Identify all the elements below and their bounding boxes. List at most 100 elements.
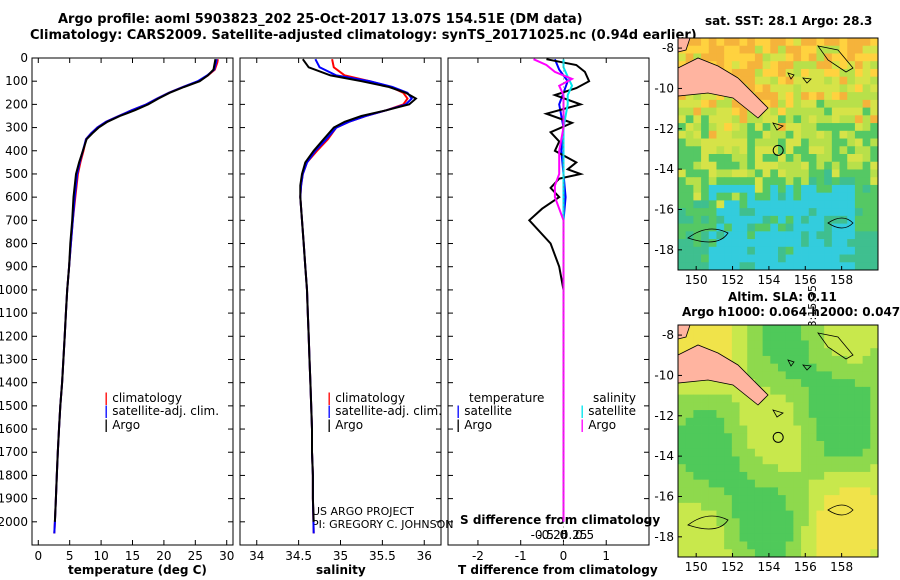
- map-x-tick-label: 156: [794, 273, 817, 287]
- map-y-tick-label: -8: [662, 41, 674, 55]
- difference-xlabel-top: S difference from climatology: [460, 513, 661, 527]
- top-x-tick-label: -0.5: [531, 528, 554, 542]
- x-tick-label: -1: [515, 549, 527, 563]
- diff-legend-temp-satellite: | satellite: [456, 404, 513, 418]
- depth-tick-label: 1500: [0, 399, 28, 413]
- map-y-tick-label: -16: [654, 489, 674, 503]
- map-frame-map_sst: [677, 37, 879, 271]
- depth-tick-label: 1600: [0, 422, 28, 436]
- depth-tick-label: 700: [5, 213, 28, 227]
- x-tick-label: 35: [333, 549, 348, 563]
- x-tick-label: 1: [602, 549, 610, 563]
- x-tick-label: 15: [125, 549, 140, 563]
- map-group-map_sla: [677, 324, 879, 558]
- depth-tick-label: 1700: [0, 445, 28, 459]
- temp-legend-satellite: | satellite-adj. clim.: [104, 404, 220, 418]
- panel-frame-difference: [447, 57, 650, 546]
- sst-map-title: sat. SST: 28.1 Argo: 28.3: [705, 14, 873, 28]
- map-x-tick-label: 154: [757, 273, 780, 287]
- map-y-tick-label: -18: [654, 243, 674, 257]
- map-x-tick-label: 156: [794, 560, 817, 574]
- depth-tick-label: 200: [5, 97, 28, 111]
- x-tick-label: 34.5: [285, 549, 312, 563]
- map-y-tick-label: -16: [654, 202, 674, 216]
- reef-outline: [772, 72, 812, 131]
- x-tick-label: 35.5: [369, 549, 396, 563]
- map-y-tick-label: -18: [654, 530, 674, 544]
- x-tick-label: -2: [472, 549, 484, 563]
- sal-legend-argo: | Argo: [327, 418, 364, 432]
- sal-legend-satellite: | satellite-adj. clim.: [327, 404, 443, 418]
- depth-tick-label: 600: [5, 190, 28, 204]
- series-line-temperature-argo: [53, 59, 217, 522]
- land-png: [677, 57, 769, 119]
- depth-tick-label: 1900: [0, 492, 28, 506]
- sal-legend-climatology: | climatology: [327, 391, 405, 405]
- series-line-temperature-climatology: [53, 59, 219, 534]
- x-tick-label: 20: [156, 549, 171, 563]
- depth-tick-label: 100: [5, 74, 28, 88]
- map-frame-map_sla: [677, 324, 879, 558]
- depth-tick-label: 2000: [0, 515, 28, 529]
- x-tick-label: 30: [219, 549, 234, 563]
- x-tick-label: 25: [188, 549, 203, 563]
- pi-credit: PI: GREGORY C. JOHNSON: [312, 518, 454, 531]
- map-x-tick-label: 150: [685, 273, 708, 287]
- map-y-tick-label: -10: [654, 368, 674, 382]
- depth-tick-label: 800: [5, 237, 28, 251]
- sla-map-title: Altim. SLA: 0.11: [728, 290, 837, 304]
- depth-tick-label: 900: [5, 260, 28, 274]
- depth-tick-label: 1100: [0, 306, 28, 320]
- series-line-difference-salinity-satellite: [562, 59, 574, 522]
- depth-tick-label: 1300: [0, 352, 28, 366]
- map-y-tick-label: -12: [654, 122, 674, 136]
- panel-frame-temperature: [31, 57, 234, 546]
- x-tick-label: 0: [34, 549, 42, 563]
- islands-outline: [817, 332, 854, 360]
- salinity-xlabel: salinity: [316, 563, 366, 577]
- depth-tick-label: 1400: [0, 376, 28, 390]
- map-x-tick-label: 158: [830, 560, 853, 574]
- depth-tick-label: 500: [5, 167, 28, 181]
- reef-outline: [772, 359, 812, 418]
- x-tick-label: 36: [417, 549, 432, 563]
- project-credit: US ARGO PROJECT: [312, 505, 414, 518]
- series-line-salinity-satellite-adj-clim-: [299, 58, 414, 534]
- profile-location-marker: [772, 431, 784, 443]
- plot-title-line1: Argo profile: aoml 5903823_202 25-Oct-20…: [58, 12, 583, 27]
- x-tick-label: 10: [93, 549, 108, 563]
- diff-legend-temp-argo: | Argo: [456, 418, 493, 432]
- map-y-tick-label: -8: [662, 328, 674, 342]
- reef-outline-south: [687, 217, 854, 243]
- series-line-temperature-satellite-adj-clim-: [53, 58, 218, 534]
- x-tick-label: 34: [249, 549, 264, 563]
- temperature-xlabel: temperature (deg C): [68, 563, 207, 577]
- top-x-tick-label: 0.5: [575, 528, 594, 542]
- map-y-tick-label: -14: [654, 449, 674, 463]
- map-y-tick-label: -12: [654, 409, 674, 423]
- x-tick-label: 0: [560, 549, 568, 563]
- islands-outline: [817, 45, 854, 73]
- reef-outline-south: [687, 504, 854, 530]
- top-x-tick-label: -0.25: [537, 528, 568, 542]
- series-line-difference-salinity-argo: [533, 58, 575, 522]
- x-tick-label: 5: [66, 549, 74, 563]
- map-x-tick-label: 152: [721, 273, 744, 287]
- series-line-salinity-climatology: [299, 58, 409, 534]
- series-line-difference-temperature-argo: [527, 58, 591, 522]
- top-x-tick-label: 0.25: [561, 528, 588, 542]
- land-png: [677, 344, 769, 406]
- map-y-tick-label: -14: [654, 162, 674, 176]
- depth-tick-label: 1200: [0, 329, 28, 343]
- plot-title-line2: Climatology: CARS2009. Satellite-adjuste…: [30, 28, 697, 43]
- map-group-map_sst: [677, 37, 879, 271]
- diff-legend-sal-satellite: | satellite: [580, 404, 637, 418]
- panel-frame-salinity: [239, 57, 442, 546]
- depth-tick-label: 1800: [0, 468, 28, 482]
- difference-xlabel: T difference from climatology: [458, 563, 658, 577]
- depth-tick-label: 300: [5, 121, 28, 135]
- map-x-tick-label: 150: [685, 560, 708, 574]
- depth-tick-label: 400: [5, 144, 28, 158]
- profile-location-marker: [772, 144, 784, 156]
